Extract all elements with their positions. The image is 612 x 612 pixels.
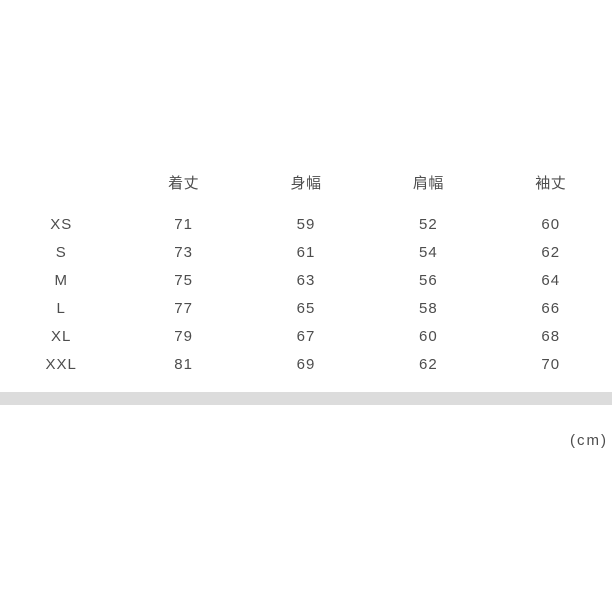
measurement-value: 67 [296,328,316,345]
column-header-sleeve-length: 袖丈 [535,175,567,192]
measurement-value: 61 [296,244,316,261]
unit-label: (cm) [570,432,608,449]
measurement-value: 63 [296,272,316,289]
measurement-value: 64 [541,272,561,289]
column-header-shoulder-width: 肩幅 [412,175,444,192]
measurement-value: 71 [174,216,193,233]
measurement-value: 65 [296,300,316,317]
measurement-value: 56 [419,272,438,289]
measurement-value: 62 [541,244,561,261]
size-chart-table: 着丈 身幅 肩幅 袖丈 XS 71 59 52 60 S 73 61 54 62… [0,170,612,379]
size-label: XL [51,328,72,345]
size-label: L [56,300,66,317]
measurement-value: 60 [419,328,438,345]
table-row-l: L 77 65 58 66 [0,295,612,323]
column-header-body-width: 身幅 [290,175,322,192]
size-label: S [55,244,67,261]
table-row-xl: XL 79 67 60 68 [0,323,612,351]
size-label: XS [50,216,73,233]
measurement-value: 58 [419,300,438,317]
measurement-value: 54 [419,244,438,261]
table-row-xxl: XXL 81 69 62 70 [0,351,612,379]
measurement-value: 81 [174,356,193,373]
measurement-value: 79 [174,328,193,345]
measurement-value: 73 [174,244,193,261]
measurement-value: 77 [174,300,193,317]
table-row-xs: XS 71 59 52 60 [0,211,612,239]
column-header-body-length: 着丈 [168,175,200,192]
measurement-value: 69 [296,356,316,373]
table-row-m: M 75 63 56 64 [0,267,612,295]
size-label: M [54,272,68,289]
measurement-value: 59 [296,216,316,233]
size-chart-header-row: 着丈 身幅 肩幅 袖丈 [0,170,612,198]
measurement-value: 52 [419,216,438,233]
measurement-value: 62 [419,356,438,373]
measurement-value: 75 [174,272,193,289]
size-label: XXL [45,356,77,373]
measurement-value: 70 [541,356,561,373]
measurement-value: 66 [541,300,561,317]
measurement-value: 60 [541,216,561,233]
measurement-value: 68 [541,328,561,345]
divider-bar [0,392,612,405]
table-row-s: S 73 61 54 62 [0,239,612,267]
